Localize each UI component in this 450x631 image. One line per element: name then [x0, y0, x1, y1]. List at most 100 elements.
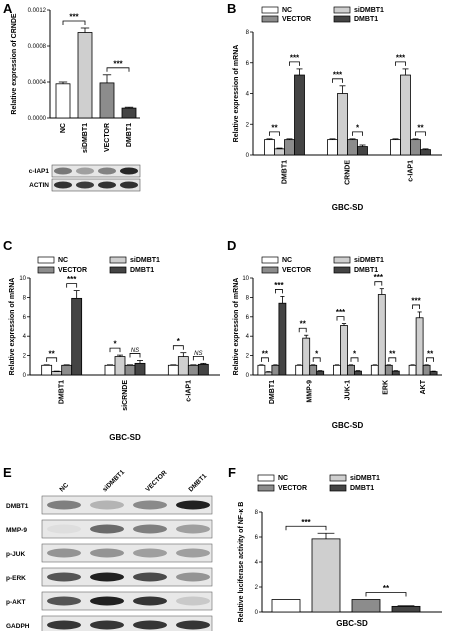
chart-d-bar — [316, 370, 325, 376]
blot-e-band — [133, 596, 167, 606]
chart-d-y-axis-label: Relative expression of mRNA — [233, 278, 240, 376]
chart-d-legend-swatch — [333, 266, 351, 274]
blot-e-lane-strip — [41, 591, 213, 611]
chart-b-sig-bracket — [415, 131, 426, 136]
blot-a-band — [120, 167, 138, 175]
chart-b-bar — [390, 139, 401, 156]
blot-e-row-label: p-ERK — [6, 575, 26, 582]
blot-e-band — [47, 572, 81, 582]
chart-d-x-axis-label: GBC-SD — [332, 421, 364, 430]
chart-c-sig-label: NS — [194, 351, 202, 357]
chart-f-ytick-label: 8 — [255, 510, 259, 516]
chart-d-sig-bracket — [298, 327, 307, 333]
chart-c-bar — [71, 297, 83, 376]
chart-a-ytick-label: 0.0008 — [28, 44, 47, 50]
blot-e-column-label: siDMBT1 — [101, 469, 126, 494]
chart-a-sig-bracket — [62, 20, 86, 25]
chart-d-bar — [347, 364, 355, 376]
chart-c-ytick-label: 4 — [23, 334, 27, 340]
panel-letter-e: E — [3, 465, 12, 480]
chart-d-sig-bracket — [412, 304, 420, 309]
blot-a-band — [120, 181, 138, 189]
chart-b-ytick-label: 8 — [246, 30, 250, 36]
blot-e-lane-strip — [41, 615, 213, 631]
blot-e-band — [90, 524, 124, 534]
chart-b-bar — [274, 148, 285, 156]
chart-b-sig-bracket — [289, 61, 300, 66]
chart-a-bar — [121, 107, 137, 119]
chart-f-ytick-label: 2 — [255, 585, 259, 591]
chart-d-bar — [408, 364, 417, 376]
blot-e-lane-strip — [41, 519, 213, 539]
chart-c-sig-label: NS — [131, 348, 139, 354]
chart-d-sig-label: ** — [389, 349, 396, 358]
blot-e-lane-strip — [41, 495, 213, 515]
chart-d-sig-bracket — [275, 289, 283, 294]
blot-a-band — [98, 181, 116, 189]
blot-e-band — [47, 500, 81, 510]
chart-d-bar — [340, 325, 348, 376]
blot-e-row-label: MMP-9 — [6, 527, 27, 534]
chart-d-legend-swatch — [261, 266, 279, 274]
chart-d-ytick-label: 8 — [246, 295, 250, 301]
chart-c-sig-label: * — [113, 340, 117, 349]
chart-d-bar — [384, 364, 393, 376]
chart-d-sig-label: * — [315, 349, 319, 358]
chart-d-sig-bracket — [426, 357, 434, 362]
blot-a-band — [76, 167, 94, 175]
chart-a-y-axis-label: Relative expression of CRNDE — [11, 13, 18, 114]
chart-d-legend-label: NC — [282, 257, 292, 264]
chart-f-sig-label: *** — [301, 518, 311, 527]
chart-c-sig-label: ** — [49, 349, 56, 358]
blot-a-band — [76, 181, 94, 189]
chart-c-ytick-label: 6 — [23, 315, 27, 321]
blot-e-row-label: p-AKT — [6, 599, 26, 606]
chart-b-bar — [420, 149, 431, 156]
chart-c-bar — [124, 364, 136, 376]
chart-d-bar — [422, 364, 431, 376]
chart-f-ytick-label: 4 — [255, 560, 259, 566]
chart-d-bar — [264, 371, 273, 376]
chart-d-legend-swatch — [333, 256, 351, 264]
chart-d-sig-bracket — [261, 357, 269, 362]
chart-a-sig-label: *** — [69, 13, 79, 22]
blot-a-band — [54, 167, 72, 175]
chart-d-bar — [391, 370, 400, 376]
blot-e-band — [133, 548, 167, 558]
chart-d-category-label: JUK-1 — [345, 380, 352, 400]
chart-a-category-label: DMBT1 — [126, 123, 133, 147]
chart-c-sig-bracket — [46, 357, 58, 362]
chart-f-bar — [391, 605, 421, 613]
chart-f-legend-label: DMBT1 — [350, 485, 374, 492]
blot-e-column-label: NC — [58, 482, 70, 494]
chart-c-bar — [114, 356, 126, 376]
chart-d-ytick-label: 0 — [246, 373, 250, 379]
blot-e-lane-strip — [41, 567, 213, 587]
panel-letter-c: C — [3, 238, 13, 253]
chart-f-bar — [271, 599, 301, 613]
chart-b-sig-bracket — [332, 78, 343, 83]
chart-d-legend-label: DMBT1 — [354, 267, 378, 274]
chart-f-bar — [311, 538, 341, 613]
chart-b-legend-swatch — [333, 6, 351, 14]
chart-b-legend: NC siDMBT1 VECTOR DMBT1 — [261, 6, 384, 23]
chart-a-bar — [99, 82, 115, 119]
chart-c-bar — [41, 364, 53, 376]
chart-c-legend-label: siDMBT1 — [130, 257, 160, 264]
chart-a-ytick-label: 0.0004 — [28, 80, 47, 86]
chart-d-category-label: AKT — [420, 379, 427, 394]
chart-b-sig-label: ** — [271, 123, 278, 132]
chart-d-bar — [333, 364, 341, 376]
chart-c-legend-swatch — [37, 256, 55, 264]
chart-b-sig-label: *** — [333, 70, 343, 79]
chart-d-sig-label: *** — [374, 273, 384, 282]
chart-b-x-axis-label: GBC-SD — [332, 203, 364, 212]
panel-letter-d: D — [227, 238, 236, 253]
chart-d-bar — [377, 294, 386, 376]
chart-d-sig-label: *** — [336, 308, 346, 317]
blot-e-row-label: GADPH — [6, 623, 30, 630]
blot-a-band — [54, 181, 72, 189]
chart-d-ytick-label: 4 — [246, 334, 250, 340]
blot-e-band — [47, 524, 81, 534]
